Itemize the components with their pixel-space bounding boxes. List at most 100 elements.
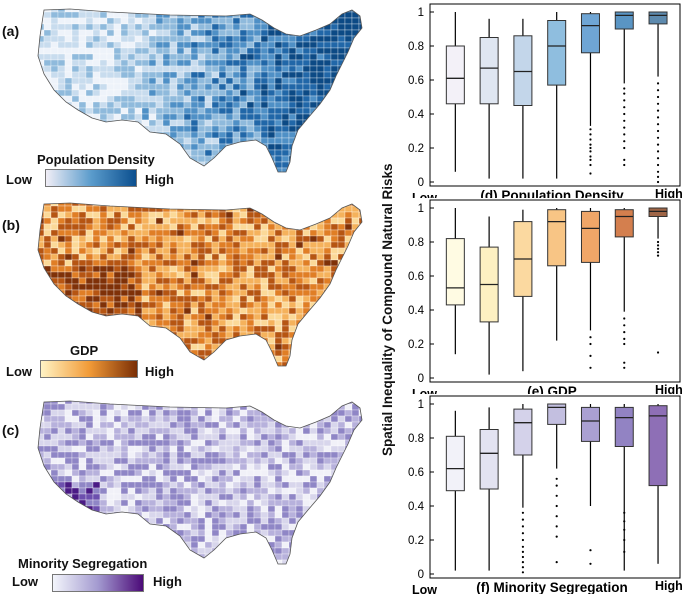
box-2 [479, 18, 499, 179]
outlier-point [623, 87, 626, 90]
iqr-box [547, 209, 567, 267]
box-5 [580, 208, 600, 369]
legend-high-label-a: High [145, 172, 174, 187]
gdp-map [37, 202, 363, 367]
y-tick-label: 0.2 [408, 339, 424, 351]
outlier-point [623, 331, 626, 334]
legend-low-label-a: Low [6, 172, 32, 187]
chart-title: (d) Population Density [480, 188, 624, 198]
x-label-high: High [655, 383, 683, 394]
outlier-point [623, 317, 626, 320]
y-tick-label: 0.4 [408, 109, 425, 121]
boxplot-gdp: 0 0.2 0.4 0.6 0.8 1 Low High (e) GDP [408, 199, 683, 394]
population-density-map [37, 8, 363, 173]
outlier-point [555, 561, 558, 564]
outlier-point [623, 126, 626, 129]
outlier-point [656, 247, 660, 250]
y-tick-label: 1 [418, 399, 424, 411]
outlier-point [589, 158, 592, 161]
box-5 [580, 12, 600, 175]
box-7 [648, 207, 668, 354]
outlier-point [623, 528, 626, 531]
y-tick-label: 0.4 [408, 501, 425, 513]
y-tick-label: 0.8 [408, 433, 424, 445]
legend-colorbar-minority-segregation [52, 574, 144, 592]
iqr-box [445, 435, 465, 492]
outlier-point [589, 133, 592, 136]
outlier-point [656, 129, 660, 133]
outlier-point [623, 146, 626, 150]
outlier-point [555, 504, 558, 508]
outlier-point [623, 92, 626, 95]
legend-title-gdp: GDP [70, 343, 99, 358]
panel-letter-b: (b) [2, 217, 20, 233]
outlier-point [656, 102, 660, 105]
legend-colorbar-population-density [45, 169, 137, 187]
outlier-point [521, 545, 525, 548]
iqr-box [479, 429, 499, 490]
boxplot-population-density: 0 0.2 0.4 0.6 0.8 1 Low High (d) Population Dens… [408, 3, 683, 198]
outlier-point [521, 538, 525, 542]
box-3 [513, 404, 533, 574]
iqr-box [614, 11, 634, 30]
iqr-box [580, 210, 600, 263]
iqr-box [547, 20, 567, 86]
outlier-point [656, 89, 660, 92]
x-label-low: Low [412, 191, 437, 198]
y-tick-label: 0.2 [408, 143, 424, 155]
outlier-point [521, 550, 525, 553]
iqr-box [445, 238, 465, 306]
box-3 [513, 18, 533, 179]
outlier-point [589, 549, 592, 552]
outlier-point [623, 361, 626, 364]
outlier-point [656, 150, 660, 153]
iqr-box [648, 11, 668, 25]
iqr-box [580, 406, 600, 442]
box-4 [547, 208, 567, 341]
outlier-point [656, 95, 660, 99]
iqr-box [445, 45, 465, 105]
outlier-point [656, 244, 660, 247]
outlier-point [656, 109, 660, 112]
outlier-point [555, 535, 558, 538]
outlier-point [521, 561, 525, 564]
outlier-point [623, 324, 626, 327]
outlier-point [555, 484, 558, 487]
box-1 [445, 208, 465, 355]
box-3 [513, 209, 533, 372]
shared-y-axis-label: Spatial Inequality of Compound Natural R… [380, 163, 395, 456]
outlier-point [623, 163, 626, 167]
box-5 [580, 404, 600, 565]
iqr-box [513, 408, 533, 456]
outlier-point [589, 138, 592, 141]
outlier-point [623, 112, 626, 116]
box-6 [614, 404, 634, 571]
outlier-point [623, 538, 626, 542]
outlier-point [555, 515, 558, 518]
outlier-point [521, 566, 525, 569]
chart-title: (e) GDP [527, 384, 577, 394]
outlier-point [656, 82, 660, 85]
box-4 [547, 403, 567, 564]
y-tick-label: 1 [418, 7, 424, 19]
iqr-box [513, 35, 533, 106]
y-tick-label: 0.8 [408, 237, 424, 249]
outlier-point [521, 571, 525, 574]
plot-frame [429, 199, 681, 383]
outlier-point [589, 354, 592, 357]
outlier-point [589, 146, 592, 150]
outlier-point [623, 140, 626, 143]
outlier-point [656, 136, 660, 139]
outlier-point [521, 518, 525, 521]
y-tick-label: 0 [418, 569, 424, 581]
outlier-point [656, 170, 660, 173]
legend-low-label-b: Low [6, 364, 32, 379]
outlier-point [656, 116, 660, 119]
box-2 [479, 407, 499, 571]
outlier-point [656, 123, 660, 126]
outlier-point [656, 163, 660, 167]
legend-title-population-density: Population Density [37, 152, 155, 167]
outlier-point [623, 342, 626, 346]
outlier-point [521, 525, 525, 528]
iqr-box [580, 13, 600, 54]
